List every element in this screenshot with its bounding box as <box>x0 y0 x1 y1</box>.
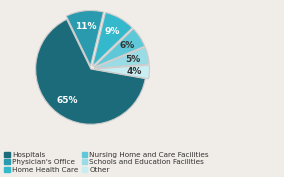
Text: 11%: 11% <box>76 22 97 31</box>
Text: 4%: 4% <box>126 67 142 76</box>
Wedge shape <box>93 13 132 66</box>
Text: 6%: 6% <box>119 41 135 50</box>
Text: 5%: 5% <box>125 55 140 64</box>
Wedge shape <box>94 47 149 68</box>
Wedge shape <box>36 19 145 124</box>
Legend: Hospitals, Physician's Office, Home Health Care, Nursing Home and Care Facilitie: Hospitals, Physician's Office, Home Heal… <box>4 151 210 173</box>
Text: 9%: 9% <box>105 27 120 36</box>
Text: 65%: 65% <box>56 96 78 105</box>
Wedge shape <box>94 29 145 67</box>
Wedge shape <box>66 10 103 66</box>
Wedge shape <box>94 65 149 79</box>
